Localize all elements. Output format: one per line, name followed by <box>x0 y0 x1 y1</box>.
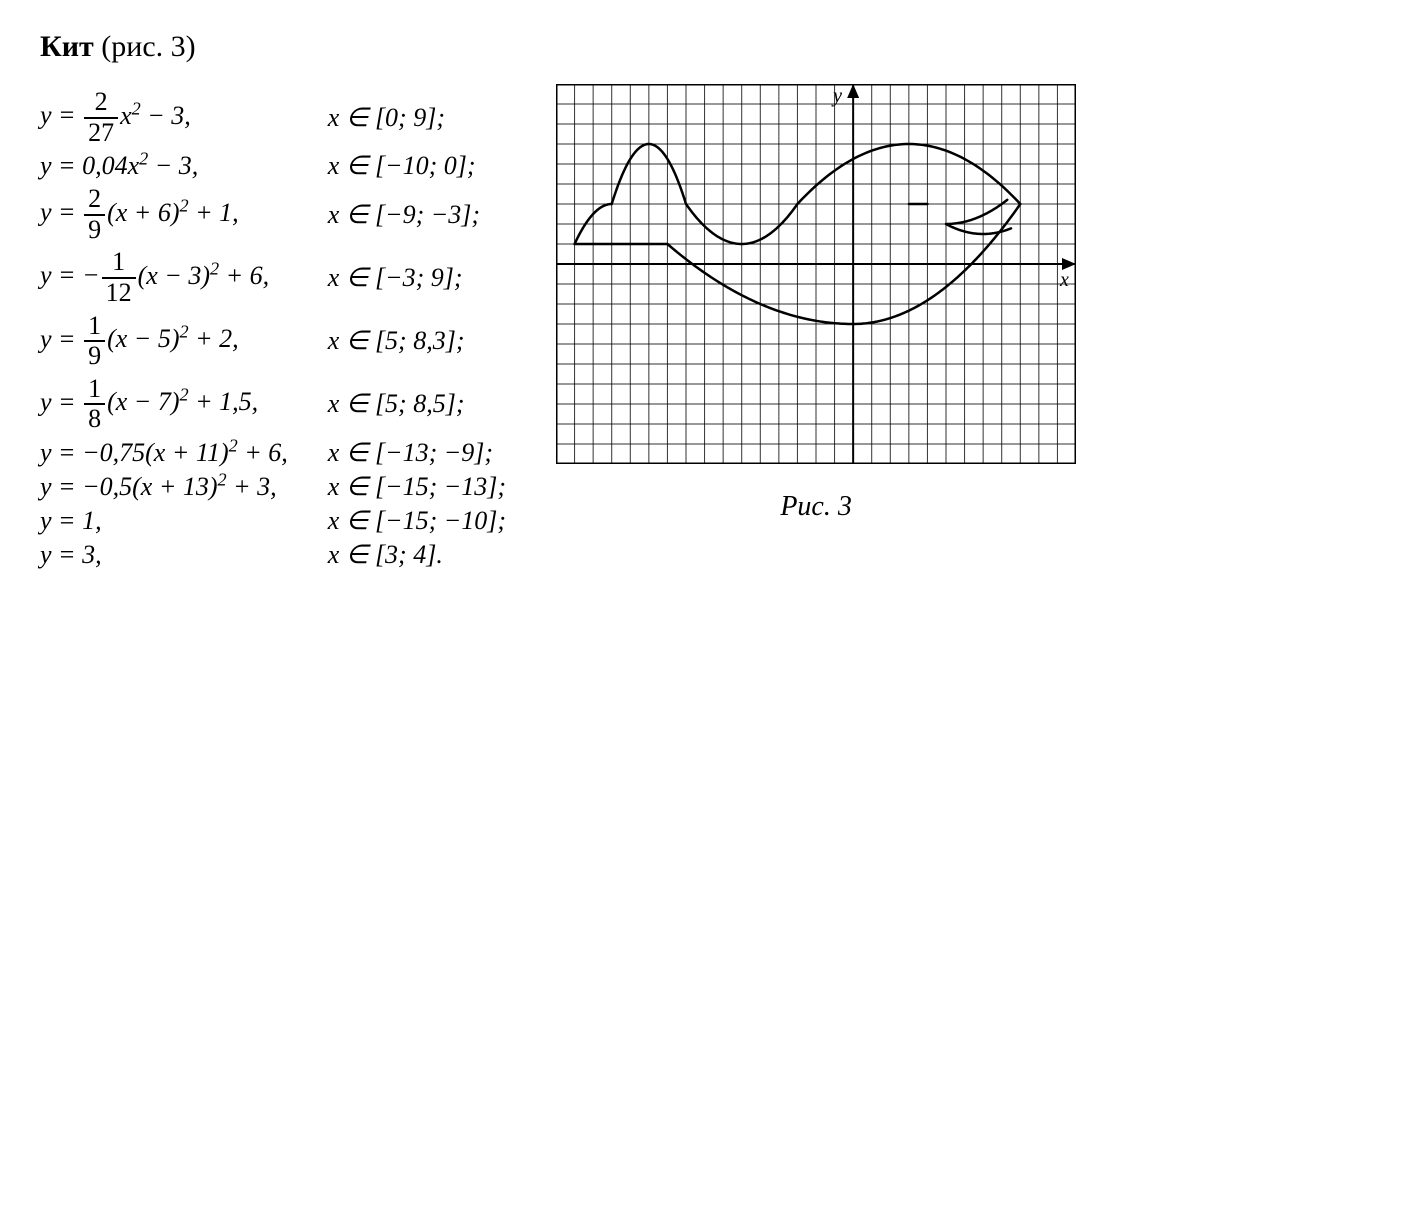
domain-cell: x ∈ [−3; 9]; <box>328 248 506 307</box>
fraction: 18 <box>84 375 105 434</box>
domain-cell: x ∈ [−15; −10]; <box>328 506 506 536</box>
equation-row: y = 3, x ∈ [3; 4]. <box>40 540 506 570</box>
domain-cell: x ∈ [−15; −13]; <box>328 472 506 502</box>
domain-cell: x ∈ [5; 8,3]; <box>328 312 506 371</box>
fraction: 29 <box>84 185 105 244</box>
equation-row: y = −0,75(x + 11)2 + 6, x ∈ [−13; −9]; <box>40 438 506 468</box>
domain-cell: x ∈ [−9; −3]; <box>328 185 506 244</box>
figure-wrap: xy Рис. 3 <box>556 84 1076 523</box>
equation-cell: y = 1, <box>40 506 328 536</box>
svg-text:x: x <box>1059 269 1069 291</box>
svg-text:y: y <box>831 85 842 107</box>
equation-cell: y = 0,04x2 − 3, <box>40 151 328 181</box>
title-rest: (рис. 3) <box>94 30 196 63</box>
figure-caption: Рис. 3 <box>556 491 1076 523</box>
fraction: 112 <box>102 248 136 307</box>
domain-cell: x ∈ [−10; 0]; <box>328 151 506 181</box>
equations-table: y = 227x2 − 3, x ∈ [0; 9]; y = 0,04x2 − … <box>40 84 506 574</box>
equation-row: y = −0,5(x + 13)2 + 3, x ∈ [−15; −13]; <box>40 472 506 502</box>
equation-cell: y = −112(x − 3)2 + 6, <box>40 248 328 307</box>
equation-cell: y = −0,75(x + 11)2 + 6, <box>40 438 328 468</box>
equation-cell: y = −0,5(x + 13)2 + 3, <box>40 472 328 502</box>
equation-row: y = 19(x − 5)2 + 2, x ∈ [5; 8,3]; <box>40 312 506 371</box>
equation-row: y = 29(x + 6)2 + 1, x ∈ [−9; −3]; <box>40 185 506 244</box>
domain-cell: x ∈ [3; 4]. <box>328 540 506 570</box>
equation-cell: y = 3, <box>40 540 328 570</box>
domain-cell: x ∈ [−13; −9]; <box>328 438 506 468</box>
equation-row: y = 1, x ∈ [−15; −10]; <box>40 506 506 536</box>
equation-cell: y = 18(x − 7)2 + 1,5, <box>40 375 328 434</box>
whale-chart: xy <box>556 84 1076 464</box>
domain-cell: x ∈ [0; 9]; <box>328 88 506 147</box>
equation-row: y = 18(x − 7)2 + 1,5, x ∈ [5; 8,5]; <box>40 375 506 434</box>
title-bold: Кит <box>40 30 94 63</box>
fraction: 19 <box>84 312 105 371</box>
equation-row: y = 0,04x2 − 3, x ∈ [−10; 0]; <box>40 151 506 181</box>
equation-cell: y = 227x2 − 3, <box>40 88 328 147</box>
fraction: 227 <box>84 88 118 147</box>
page-title: Кит (рис. 3) <box>40 30 1381 64</box>
equation-row: y = −112(x − 3)2 + 6, x ∈ [−3; 9]; <box>40 248 506 307</box>
equation-cell: y = 29(x + 6)2 + 1, <box>40 185 328 244</box>
domain-cell: x ∈ [5; 8,5]; <box>328 375 506 434</box>
equation-row: y = 227x2 − 3, x ∈ [0; 9]; <box>40 88 506 147</box>
equation-cell: y = 19(x − 5)2 + 2, <box>40 312 328 371</box>
content-row: y = 227x2 − 3, x ∈ [0; 9]; y = 0,04x2 − … <box>40 84 1381 574</box>
